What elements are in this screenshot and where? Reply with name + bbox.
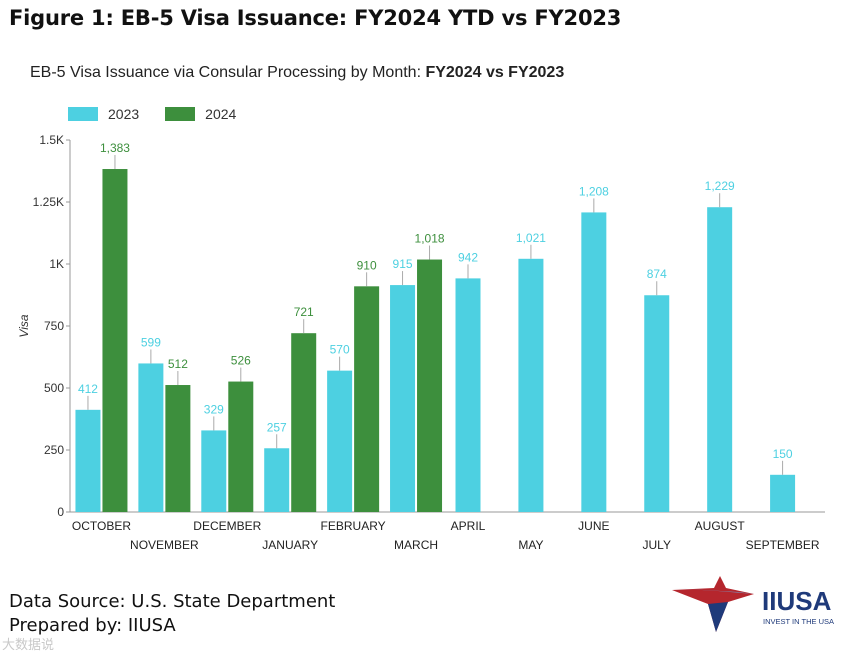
figure-title: Figure 1: EB-5 Visa Issuance: FY2024 YTD…: [9, 6, 622, 30]
bar-value-label: 257: [267, 420, 287, 434]
bar-2023-march: [390, 285, 416, 512]
x-tick-label: FEBRUARY: [321, 519, 386, 533]
bar-value-label: 721: [294, 305, 314, 319]
legend-item-2023[interactable]: 2023: [68, 106, 139, 122]
x-tick-label: APRIL: [451, 519, 486, 533]
bar-value-label: 1,208: [579, 184, 609, 198]
legend-label-2023: 2023: [108, 106, 140, 122]
bar-2023-november: [138, 363, 164, 512]
x-tick-label: JANUARY: [262, 538, 318, 552]
bar-2024-december: [228, 381, 254, 512]
chart-legend: 2023 2024: [68, 106, 236, 122]
bar-value-label: 412: [78, 382, 98, 396]
bar-2023-july: [644, 295, 670, 512]
x-tick-label: DECEMBER: [193, 519, 261, 533]
x-tick-label: MAY: [518, 538, 543, 552]
bar-value-label: 1,018: [415, 232, 445, 246]
bar-value-label: 1,383: [100, 141, 130, 155]
bar-2024-march: [417, 259, 443, 512]
bar-2023-august: [707, 207, 733, 512]
chart-title: EB-5 Visa Issuance via Consular Processi…: [30, 64, 564, 82]
iiusa-logo: IIUSA INVEST IN THE USA: [670, 576, 834, 632]
y-tick-label: 1.25K: [33, 195, 64, 209]
bar-value-label: 512: [168, 357, 188, 371]
x-tick-label: AUGUST: [695, 519, 746, 533]
bar-2023-october: [75, 409, 101, 512]
bar-2023-may: [518, 258, 544, 512]
x-tick-label: JUNE: [578, 519, 609, 533]
y-tick-label: 1K: [49, 257, 64, 271]
legend-swatch-2023: [68, 107, 98, 121]
legend-swatch-2024: [165, 107, 196, 121]
logo-name: IIUSA: [762, 586, 832, 616]
bar-2024-october: [102, 169, 128, 513]
bar-2023-february: [327, 370, 353, 512]
y-tick-label: 750: [44, 319, 64, 333]
bar-2023-april: [455, 278, 481, 512]
bar-value-label: 150: [773, 447, 793, 461]
x-tick-label: MARCH: [394, 538, 438, 552]
x-tick-label: NOVEMBER: [130, 538, 199, 552]
bar-2023-june: [581, 212, 607, 512]
legend-label-2024: 2024: [205, 106, 237, 122]
bar-value-label: 599: [141, 335, 161, 349]
logo-tagline: INVEST IN THE USA: [763, 617, 834, 626]
bar-value-label: 570: [330, 343, 350, 357]
bar-2024-january: [291, 333, 317, 512]
footer: Data Source: U.S. State Department Prepa…: [9, 590, 335, 638]
x-tick-label: OCTOBER: [72, 519, 131, 533]
y-tick-label: 500: [44, 381, 64, 395]
bar-2023-september: [770, 474, 796, 512]
data-source: Data Source: U.S. State Department: [9, 591, 336, 612]
bar-value-label: 329: [204, 402, 224, 416]
watermark: 大数据说: [2, 637, 55, 652]
y-axis-title: Visa: [17, 314, 31, 337]
bar-2023-january: [264, 448, 290, 512]
bar-value-label: 1,021: [516, 231, 546, 245]
y-tick-label: 250: [44, 443, 64, 457]
legend-item-2024[interactable]: 2024: [165, 106, 236, 122]
y-tick-label: 1.5K: [39, 133, 64, 147]
bar-value-label: 1,229: [705, 179, 735, 193]
bar-2024-november: [165, 385, 191, 512]
y-tick-label: 0: [57, 505, 64, 519]
bar-chart: 0 250 500 750 1K 1.25K 1.5K Visa 412 1,383 OCTOBER…: [17, 133, 825, 552]
bar-value-label: 874: [647, 267, 667, 281]
bar-2023-december: [201, 430, 227, 512]
bar-value-label: 526: [231, 354, 251, 368]
x-tick-label: SEPTEMBER: [746, 538, 820, 552]
chart-title-prefix: EB-5 Visa Issuance via Consular Processi…: [30, 64, 426, 81]
logo-star-blue: [708, 602, 728, 632]
bar-2024-february: [354, 286, 380, 512]
bar-value-label: 915: [393, 257, 413, 271]
bar-value-label: 910: [357, 258, 377, 272]
prepared-by: Prepared by: IIUSA: [9, 615, 176, 636]
chart-title-bold: FY2024 vs FY2023: [425, 64, 565, 81]
x-tick-label: JULY: [643, 538, 671, 552]
bar-value-label: 942: [458, 250, 478, 264]
